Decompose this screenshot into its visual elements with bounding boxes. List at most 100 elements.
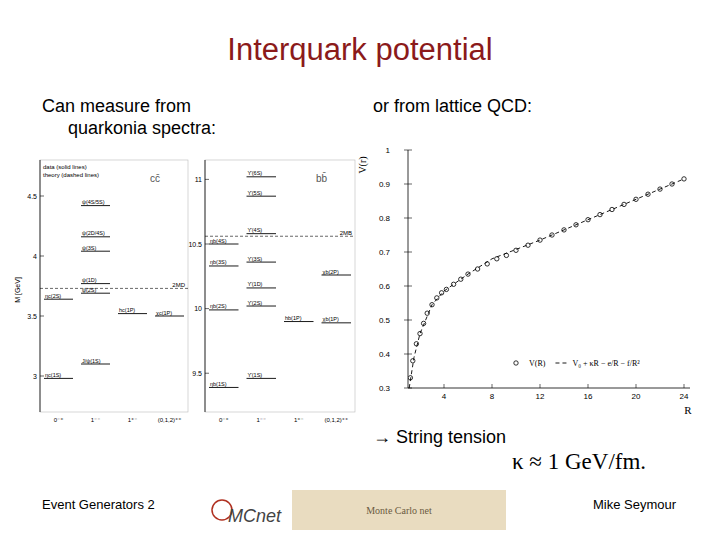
y-tick-label: 1 xyxy=(386,146,391,155)
x-axis xyxy=(408,388,690,389)
panel-label: bb̄ xyxy=(316,172,328,184)
column-label: 1⁺⁻ xyxy=(294,417,304,423)
data-point xyxy=(495,257,499,261)
level xyxy=(247,287,277,288)
level-label: ϒ(5S) xyxy=(248,190,263,196)
y-tick xyxy=(40,256,44,257)
y-axis xyxy=(205,160,206,412)
panel-frame xyxy=(205,160,355,412)
levels xyxy=(205,177,355,388)
level xyxy=(81,236,110,237)
data-point xyxy=(598,212,602,216)
x-tick-label: 24 xyxy=(680,392,689,401)
x-tick xyxy=(540,384,541,388)
legend-swatch xyxy=(555,363,569,364)
level xyxy=(247,306,277,307)
left-text: quarkonia spectra: xyxy=(68,118,216,138)
level-label: ηb(3S) xyxy=(210,259,227,265)
threshold xyxy=(40,288,188,289)
level xyxy=(209,309,239,310)
level-label: χb(2P) xyxy=(323,269,340,275)
levels xyxy=(40,206,188,379)
logo-text: Monte Carlo net xyxy=(366,505,432,516)
x-tick-label: 12 xyxy=(536,392,545,401)
level-label: ϒ(6S) xyxy=(248,170,263,176)
data-point xyxy=(682,177,686,181)
level-label: ψ(1D) xyxy=(82,277,97,283)
y-tick xyxy=(205,308,209,309)
y-tick-label: 0.3 xyxy=(379,384,391,393)
legend-swatch xyxy=(514,361,518,365)
data-point xyxy=(622,202,626,206)
legend-bg xyxy=(508,358,682,372)
level xyxy=(44,299,73,300)
y-tick xyxy=(205,244,209,245)
level xyxy=(81,205,110,206)
level-label: ϒ(1D) xyxy=(248,281,263,287)
column-label: 1⁺⁻ xyxy=(128,417,138,423)
y-tick-label: 3 xyxy=(33,373,37,380)
y-tick xyxy=(404,184,412,185)
level xyxy=(322,322,352,323)
level-label: ηc(1S) xyxy=(45,372,61,378)
slide: Interquark potential Can measure fromquar… xyxy=(0,0,720,540)
spectrum-panel: 9.51010.5110⁻⁺1⁻⁻1⁺⁻(0,1,2)⁺⁺ηb(1S)ηb(2S… xyxy=(188,160,355,423)
x-tick xyxy=(588,384,589,388)
x-tick-label: 20 xyxy=(632,392,641,401)
data-point xyxy=(538,238,542,242)
level xyxy=(322,275,352,276)
level-label: ψ(4S/5S) xyxy=(82,199,105,205)
x-tick xyxy=(684,384,685,388)
level xyxy=(209,244,239,245)
level xyxy=(247,196,277,197)
y-tick xyxy=(404,286,412,287)
x-tick xyxy=(444,384,445,388)
y-tick-label: 0.5 xyxy=(379,316,391,325)
y-tick-label: 4.5 xyxy=(27,193,37,200)
lattice-data xyxy=(408,177,686,388)
y-tick-label: 9.5 xyxy=(192,370,202,377)
annotation: data (solid lines) xyxy=(43,164,87,170)
level-label: ψ(2D/4S) xyxy=(82,230,105,236)
y-tick xyxy=(205,179,209,180)
y-tick xyxy=(40,376,44,377)
level-label: ψ(2S) xyxy=(82,287,96,293)
lattice-chart: 0.30.40.50.60.70.80.914812162024V(r)RV(R… xyxy=(357,146,692,416)
y-tick-label: 11 xyxy=(195,176,202,183)
right-text: or from lattice QCD: xyxy=(373,96,532,116)
y-tick-label: 0.4 xyxy=(379,350,391,359)
threshold-label: 2MB xyxy=(340,230,352,236)
legend: V(R) V₀ + κR − e/R − f/R² xyxy=(508,358,682,372)
column-label: 0⁻⁺ xyxy=(54,417,64,423)
logos: MCnetMonte Carlo net xyxy=(212,490,506,530)
spectrum-panel: 33.544.50⁻⁺1⁻⁻1⁺⁻(0,1,2)⁺⁺ηc(1S)ηc(2S)J/… xyxy=(27,160,188,423)
background xyxy=(0,0,720,540)
level-label: hb(1P) xyxy=(285,315,302,321)
legend-label: V(R) xyxy=(529,359,546,368)
level-label: χb(1P) xyxy=(323,316,340,322)
formula: κ ≈ 1 GeV/fm. xyxy=(512,449,646,474)
level-label: χc(1P) xyxy=(156,310,172,316)
level xyxy=(81,293,110,294)
level xyxy=(209,387,239,388)
legend-label: V₀ + κR − e/R − f/R² xyxy=(572,359,640,368)
y-tick xyxy=(404,388,412,389)
level-label: ϒ(1S) xyxy=(248,372,263,378)
y-tick xyxy=(205,373,209,374)
level-label: J/ψ(1S) xyxy=(82,358,101,364)
y-tick xyxy=(40,196,44,197)
left-text: Can measure from xyxy=(42,96,191,116)
data-point xyxy=(411,359,415,363)
level-label: ηb(1S) xyxy=(210,381,227,387)
y-tick-label: 0.8 xyxy=(379,214,391,223)
x-tick-label: 8 xyxy=(490,392,495,401)
level-label: ϒ(2S) xyxy=(248,300,263,306)
level xyxy=(209,265,239,266)
y-axis xyxy=(40,160,41,412)
threshold xyxy=(205,236,355,237)
level xyxy=(247,233,277,234)
y-tick xyxy=(404,218,412,219)
y-tick-label: 10 xyxy=(194,305,202,312)
slide-title: Interquark potential xyxy=(227,32,492,67)
column-label: (0,1,2)⁺⁺ xyxy=(324,417,348,423)
